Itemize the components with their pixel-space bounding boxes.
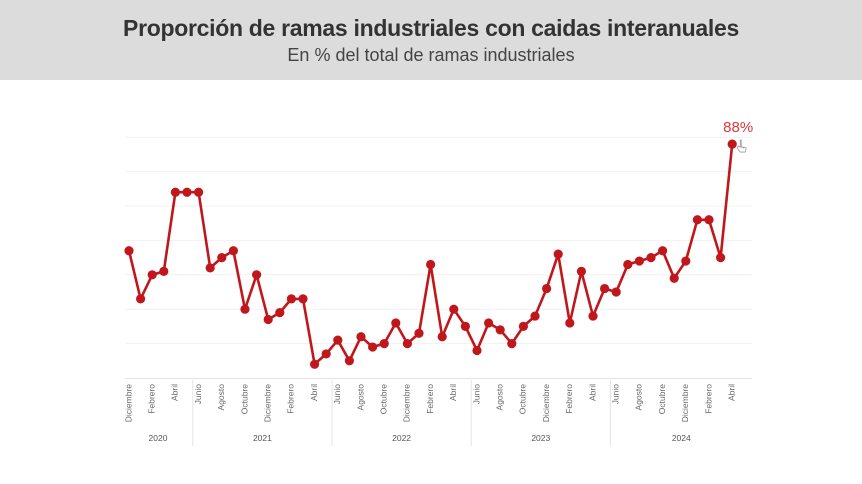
data-point bbox=[669, 273, 679, 283]
data-point bbox=[518, 321, 529, 331]
month-tick-label: Diciembre bbox=[123, 384, 133, 423]
month-tick-label: Agosto bbox=[494, 384, 504, 411]
data-point bbox=[333, 335, 343, 345]
month-tick-label: Abril bbox=[170, 384, 180, 401]
data-point bbox=[194, 187, 204, 197]
month-tick-label: Febrero bbox=[564, 384, 574, 414]
year-label: 2020 bbox=[149, 433, 168, 443]
month-tick-label: Octubre bbox=[518, 384, 528, 415]
data-point bbox=[310, 359, 320, 369]
data-point bbox=[472, 345, 482, 356]
data-point bbox=[379, 339, 389, 349]
data-point bbox=[298, 294, 308, 304]
month-tick-label: Junio bbox=[193, 384, 203, 405]
year-label: 2023 bbox=[531, 433, 550, 443]
data-point bbox=[484, 318, 494, 328]
month-tick-label: Junio bbox=[332, 384, 342, 405]
data-point bbox=[159, 266, 169, 276]
month-tick-label: Abril bbox=[448, 384, 458, 401]
data-point bbox=[576, 266, 587, 276]
data-point bbox=[321, 349, 331, 359]
month-tick-label: Diciembre bbox=[541, 384, 551, 423]
data-point bbox=[182, 187, 192, 197]
data-point bbox=[275, 308, 285, 318]
data-point bbox=[449, 304, 459, 314]
data-point bbox=[692, 215, 703, 225]
data-point bbox=[426, 259, 436, 270]
data-point bbox=[553, 249, 563, 259]
data-point bbox=[240, 304, 250, 314]
data-point bbox=[588, 311, 598, 321]
data-point bbox=[391, 318, 401, 328]
data-point bbox=[658, 246, 668, 256]
data-point bbox=[286, 294, 296, 304]
data-point bbox=[124, 246, 134, 256]
month-tick-label: Agosto bbox=[216, 384, 226, 411]
month-tick-label: Octubre bbox=[657, 384, 667, 415]
data-point bbox=[611, 287, 621, 297]
data-point bbox=[600, 283, 610, 294]
month-tick-label: Octubre bbox=[378, 384, 388, 415]
month-tick-label: Agosto bbox=[355, 384, 365, 411]
month-tick-label: Octubre bbox=[239, 384, 249, 415]
data-point bbox=[228, 246, 238, 256]
data-point bbox=[623, 259, 633, 270]
chart-subtitle: En % del total de ramas industriales bbox=[287, 45, 575, 65]
point-label: 88% bbox=[723, 119, 753, 136]
data-point bbox=[356, 332, 366, 342]
data-point bbox=[217, 253, 227, 263]
data-point bbox=[507, 339, 517, 349]
month-tick-label: Abril bbox=[726, 384, 736, 401]
data-point bbox=[681, 256, 691, 266]
month-tick-label: Diciembre bbox=[262, 384, 272, 423]
data-point bbox=[402, 339, 412, 349]
month-tick-label: Agosto bbox=[634, 384, 644, 411]
month-tick-label: Diciembre bbox=[402, 384, 412, 423]
data-point bbox=[252, 270, 262, 280]
data-point bbox=[263, 314, 273, 325]
data-point bbox=[147, 270, 157, 280]
month-tick-label: Junio bbox=[471, 384, 481, 405]
year-label: 2022 bbox=[392, 433, 411, 443]
month-tick-label: Junio bbox=[610, 384, 620, 405]
data-point bbox=[136, 294, 146, 304]
data-point bbox=[460, 321, 470, 331]
data-point bbox=[414, 328, 424, 338]
month-tick-label: Febrero bbox=[286, 384, 296, 414]
month-tick-label: Febrero bbox=[703, 384, 713, 414]
month-tick-label: Abril bbox=[309, 384, 319, 401]
month-tick-label: Febrero bbox=[425, 384, 435, 414]
data-point bbox=[704, 215, 714, 225]
month-tick-label: Febrero bbox=[146, 384, 156, 414]
data-point bbox=[368, 342, 378, 352]
year-label: 2021 bbox=[253, 433, 272, 443]
data-point bbox=[634, 256, 645, 266]
year-label: 2024 bbox=[672, 433, 691, 443]
data-point bbox=[646, 253, 656, 263]
data-point bbox=[437, 332, 447, 342]
data-point bbox=[565, 318, 575, 328]
chart-header: Proporción de ramas industriales con cai… bbox=[0, 0, 862, 80]
data-point bbox=[530, 311, 540, 321]
cursor-icon bbox=[736, 139, 747, 153]
data-point bbox=[344, 356, 354, 366]
data-point bbox=[727, 139, 737, 149]
data-point bbox=[495, 325, 505, 335]
data-point bbox=[205, 263, 215, 273]
data-point bbox=[170, 187, 180, 197]
data-point bbox=[716, 253, 726, 263]
month-tick-label: Abril bbox=[587, 384, 597, 401]
month-tick-label: Diciembre bbox=[680, 384, 690, 423]
data-point bbox=[542, 283, 552, 294]
chart-title: Proporción de ramas industriales con cai… bbox=[123, 15, 739, 41]
